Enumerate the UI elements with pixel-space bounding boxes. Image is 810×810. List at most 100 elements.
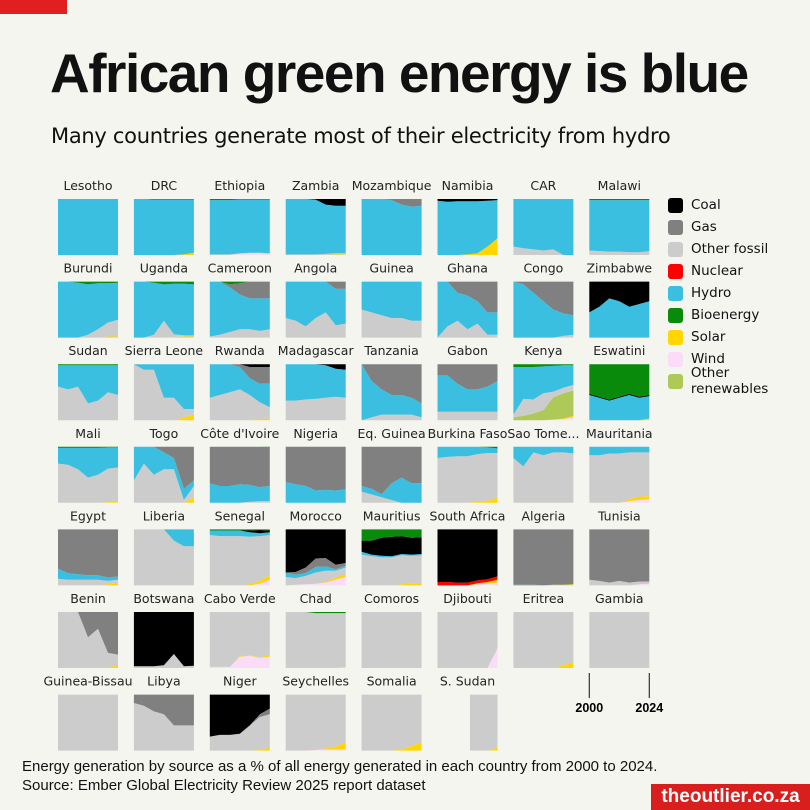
area-hydro [58,447,118,478]
area-gas [285,446,346,491]
area-gas [58,612,118,655]
area-other-fossil [437,453,498,503]
legend-swatch [668,197,683,213]
country-label: Burundi [64,261,113,276]
area-hydro [133,446,194,500]
area-solar [133,414,194,421]
country-label: Liberia [143,508,185,523]
country-panel: Angola [285,261,346,338]
country-label: Gabon [447,343,488,358]
area-other-fossil [58,578,118,586]
country-label: Zambia [292,178,339,193]
country-label: Mozambique [352,178,432,193]
area-other-fossil [513,452,574,503]
area-other-fossil [209,252,270,255]
area-other-fossil [589,612,650,668]
country-panel: Guinea [361,261,422,338]
country-panel: Libya [133,674,194,751]
area-hydro [361,281,422,321]
country-label: Botswana [133,591,194,606]
area-gas [133,694,194,726]
area-coal [437,529,498,583]
area-bioenergy [209,281,270,285]
country-panel: Eswatini [589,343,650,421]
area-solar [209,575,270,586]
area-hydro [209,483,270,503]
area-solar [133,667,194,668]
country-label: Cabo Verde [204,591,276,606]
area-gas [361,364,422,404]
area-other-fossil [513,334,574,338]
country-panel: CAR [513,178,574,255]
area-hydro [361,477,422,503]
area-other-fossil [209,329,270,338]
area-gas [513,281,574,316]
area-wind [285,667,346,668]
area-other-fossil [209,535,270,586]
area-gas [209,364,270,384]
area-hydro [437,446,498,458]
legend-label: Gas [691,219,717,235]
area-other-fossil [513,612,574,668]
area-wind [437,582,498,586]
area-solar [361,583,422,586]
legend-swatch [668,263,683,279]
area-other-fossil [133,364,194,421]
area-hydro [361,199,422,255]
country-label: Mauritania [586,426,653,441]
area-wind [285,577,346,586]
country-label: Sao Tome... [507,426,579,441]
legend-swatch [668,373,683,389]
area-gas [285,281,346,289]
country-panel: DRC [133,178,194,255]
brand-logo[interactable]: theoutlier.co.za [651,784,810,810]
area-hydro [361,364,422,421]
area-nuclear [437,576,498,586]
area-other-fossil [58,319,118,338]
country-panel: Cabo Verde [204,591,276,668]
area-bioenergy [58,364,118,366]
area-bioenergy [285,612,346,614]
area-wind [437,648,498,668]
area-other-fossil [437,612,498,668]
country-panel: Burundi [58,261,118,338]
country-label: Chad [300,591,332,606]
area-other-fossil [133,654,194,668]
area-hydro [133,364,194,409]
area-hydro [513,281,574,338]
area-wind [285,749,346,751]
brand-accent-bar [0,0,67,14]
country-panel: Tanzania [361,343,422,421]
area-gas [361,199,422,207]
chart-title: African green energy is blue [50,42,749,104]
legend-label: Other fossil [691,241,769,257]
country-panel: Ghana [437,261,498,338]
area-hydro [361,551,422,558]
area-hydro [285,565,346,579]
country-panel: Morocco [285,508,346,586]
area-other-renewables [513,390,574,421]
area-other-fossil [58,463,118,503]
country-label: Eq. Guinea [358,426,426,441]
area-other-fossil [285,396,346,421]
area-hydro [437,281,498,338]
area-solar [285,742,346,751]
area-coal [285,199,346,206]
country-panel: Mauritania [586,426,653,503]
area-other-fossil [285,612,346,668]
country-panel: Togo [133,426,194,503]
country-label: CAR [530,178,556,193]
country-panel: Somalia [361,674,422,751]
country-panel: S. Sudan [440,674,498,751]
area-hydro [209,281,270,337]
area-coal [209,364,270,367]
area-gas [133,446,194,489]
area-bioenergy [209,199,270,201]
area-hydro [589,446,650,456]
country-panel: Mozambique [352,178,432,255]
country-panel: Zambia [285,178,346,255]
area-solar [513,662,574,668]
country-label: Angola [294,261,337,276]
area-coal [209,694,270,737]
country-label: Comoros [364,591,419,606]
